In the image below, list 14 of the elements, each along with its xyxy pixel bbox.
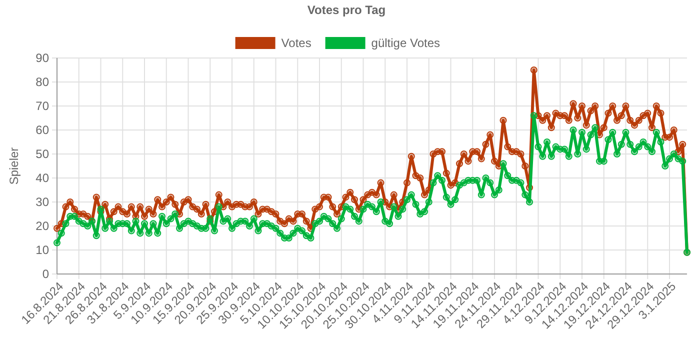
y-tick-label: 80	[36, 75, 50, 90]
y-tick-label: 0	[42, 267, 50, 282]
legend-label: gültige Votes	[371, 36, 440, 50]
y-tick-label: 10	[36, 243, 50, 258]
y-tick-label: 20	[36, 219, 50, 234]
y-tick-label: 90	[36, 51, 50, 66]
legend-label: Votes	[281, 36, 312, 50]
y-tick-label: 40	[36, 171, 50, 186]
y-tick-label: 50	[36, 147, 50, 162]
y-tick-label: 60	[36, 123, 50, 138]
y-tick-label: 70	[36, 99, 50, 114]
chart-title: Votes pro Tag	[307, 3, 386, 17]
y-axis-title: Spieler	[7, 147, 21, 185]
y-tick-label: 30	[36, 195, 50, 210]
